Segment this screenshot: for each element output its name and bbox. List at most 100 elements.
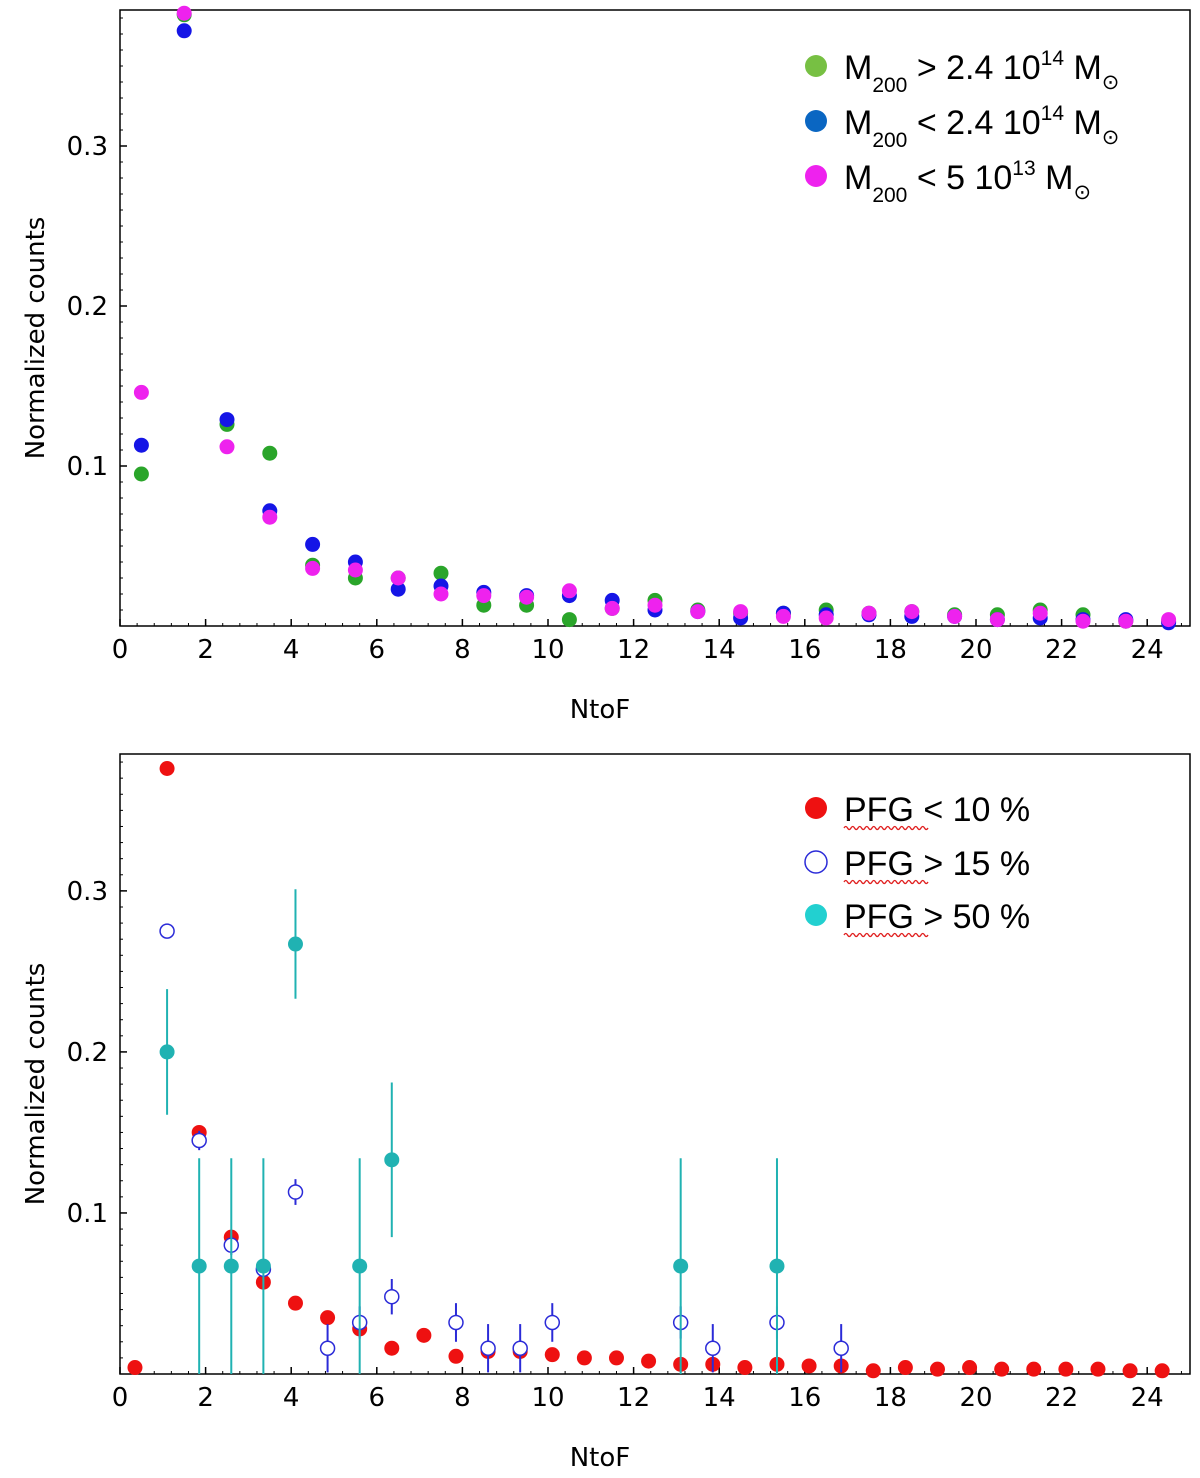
data-point [544,1347,560,1363]
data-point [448,1314,464,1331]
data-point [287,936,303,952]
x-tick-label: 18 [874,1383,907,1413]
x-tick-label: 0 [112,635,129,665]
data-point [448,1348,464,1364]
data-point [1032,605,1048,621]
x-tick-label: 20 [959,635,992,665]
data-point [1090,1361,1106,1377]
y-tick-label: 0.2 [67,1038,108,1068]
data-point [176,5,192,21]
spellcheck-underline [843,825,929,831]
data-point [1058,1361,1074,1377]
data-point [159,1044,175,1060]
x-tick-label: 12 [617,1383,650,1413]
data-point [223,1258,239,1274]
legend-marker [805,55,827,77]
y-axis-title: Normalized counts [21,963,51,1206]
data-point [865,1363,881,1379]
x-tick-label: 22 [1045,635,1078,665]
data-point [433,565,449,581]
data-point [512,1340,528,1356]
data-point [127,1360,143,1376]
data-point [994,1361,1010,1377]
data-point [544,1314,561,1331]
data-point [1075,613,1091,629]
data-point [818,610,834,626]
x-tick-label: 6 [369,635,386,665]
data-point [191,1258,207,1274]
data-point [305,560,321,576]
legend-marker [805,797,827,819]
data-point [989,612,1005,628]
data-point [384,1152,400,1168]
data-point [1122,1363,1138,1379]
legend-label: PFG > 50 % [844,898,1030,936]
legend-label: PFG < 10 % [844,791,1030,829]
x-tick-label: 20 [959,1383,992,1413]
y-tick-label: 0.1 [67,452,108,482]
y-minor-ticks [120,17,123,611]
data-point [347,562,363,578]
data-point [647,597,663,613]
data-point [319,1340,336,1356]
data-point [519,589,535,605]
data-point [352,1258,368,1274]
data-point [219,439,235,455]
x-tick-label: 16 [788,1383,821,1413]
data-point [561,612,577,628]
plot-frame [119,753,1191,1375]
x-tick-label: 6 [369,1383,386,1413]
data-point [737,1360,753,1376]
data-point [133,384,149,400]
series-3 [133,5,1177,629]
data-point [287,1184,304,1200]
data-point [133,437,149,453]
data-point [576,1350,592,1366]
data-point [608,1350,624,1366]
data-point [897,1360,913,1376]
data-point [929,1361,945,1377]
legend-marker [805,904,827,926]
spellcheck-underline [843,879,929,885]
data-point [769,1258,785,1274]
legend-marker [804,850,828,874]
legend-marker [805,165,827,187]
data-point [904,604,920,620]
data-point [287,1295,303,1311]
data-point [320,1310,336,1326]
data-point [690,604,706,620]
x-tick-label: 24 [1131,1383,1164,1413]
data-point [1161,612,1177,628]
data-point [191,1132,207,1149]
legend: PFG < 10 % PFG > 15 % PFG > 50 % [804,791,1030,938]
data-point [262,445,278,461]
spellcheck-underline [843,932,929,938]
data-point [255,1258,271,1274]
data-point [1118,613,1134,629]
panel-top: 0 2 4 6 8 10 12 14 16 18 20 22 240.10.20.3NtoFNormal… [21,5,1191,725]
data-point [384,1340,400,1356]
x-axis-title: NtoF [570,695,631,725]
data-point [561,583,577,599]
data-point [775,608,791,624]
data-point [480,1340,496,1356]
data-point [1026,1361,1042,1377]
data-point [390,570,406,586]
x-tick-label: 22 [1045,1383,1078,1413]
x-tick-label: 10 [531,635,564,665]
x-tick-label: 4 [283,1383,300,1413]
data-point [416,1327,432,1343]
data-point [176,23,192,39]
x-tick-label: 4 [283,635,300,665]
legend-label: PFG > 15 % [844,845,1030,883]
legend-label: M200 < 5 1013 M⊙ [844,157,1091,207]
x-tick-label: 14 [703,635,736,665]
y-tick-label: 0.2 [67,292,108,322]
legend-marker [805,110,827,132]
data-point [801,1358,817,1374]
x-axis-title: NtoF [570,1443,631,1473]
data-point [962,1360,978,1376]
x-tick-label: 16 [788,635,821,665]
data-point [433,586,449,602]
